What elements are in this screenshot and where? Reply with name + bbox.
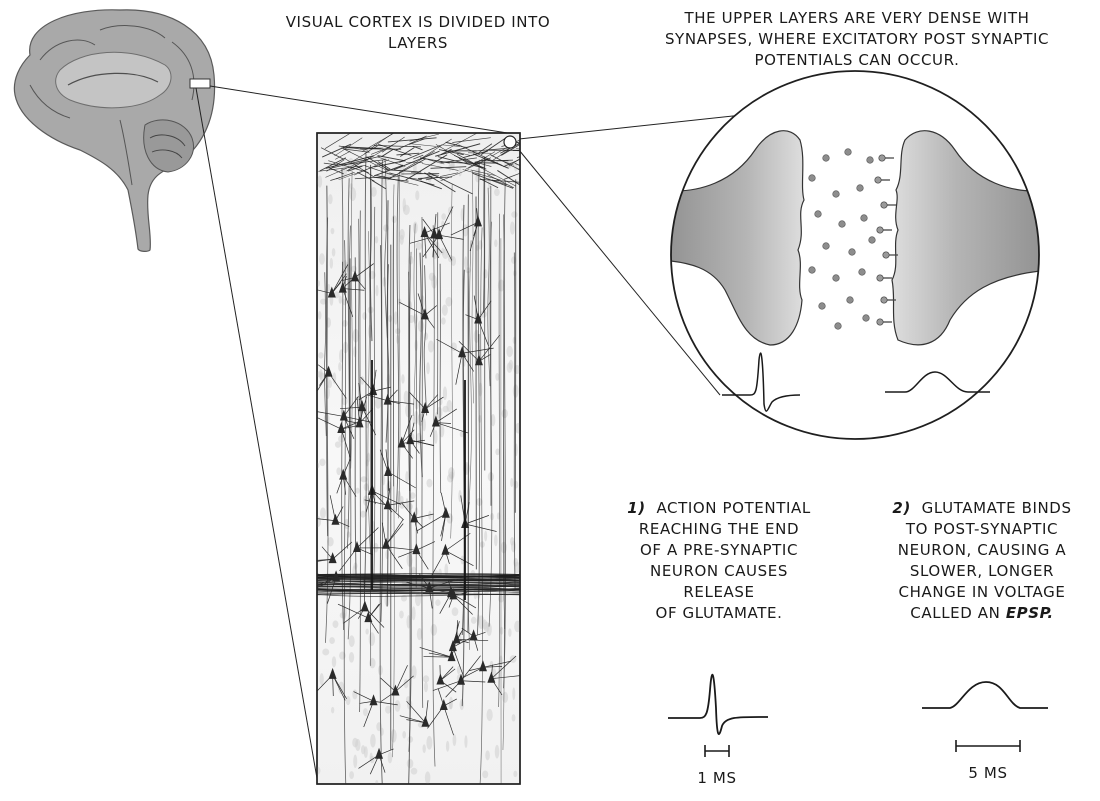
epsp-trace bbox=[922, 681, 1048, 709]
step-1-line-1-text: Action potential bbox=[656, 499, 811, 517]
cortex-layers-column bbox=[316, 132, 521, 785]
connector-lines bbox=[195, 85, 771, 785]
step-2-line-5: change in voltage bbox=[898, 583, 1066, 601]
action-potential-trace bbox=[668, 674, 769, 735]
step-1-line-3: of a pre-synaptic bbox=[639, 541, 799, 559]
zoom-epsp-trace bbox=[885, 371, 990, 393]
scale-bar-1ms bbox=[704, 745, 730, 757]
step-1-number: 1) bbox=[627, 499, 646, 517]
step-1-line-6: of glutamate. bbox=[655, 604, 783, 622]
presynaptic-terminal bbox=[671, 130, 805, 346]
zoom-action-potential-trace bbox=[722, 352, 801, 412]
upper-layers-note: The upper layers are very dense with syn… bbox=[664, 9, 1050, 69]
step-2-number: 2) bbox=[892, 499, 911, 517]
magnify-marker bbox=[503, 135, 517, 149]
step-1-line-2: reaching the end bbox=[638, 520, 800, 538]
step-1-line-5: release bbox=[683, 583, 755, 601]
brain-illustration bbox=[13, 9, 216, 252]
scale-bar-5ms bbox=[955, 740, 1021, 752]
step-1-line-4: neuron causes bbox=[650, 562, 788, 580]
scale-label-1ms: 1 ms bbox=[697, 769, 737, 787]
step-2-line-4: slower, longer bbox=[909, 562, 1055, 580]
cortex-title: Visual cortex is divided into layers bbox=[285, 13, 551, 52]
step-2-line-1-text: Glutamate binds bbox=[921, 499, 1072, 517]
step-2-line-3: neuron, causing a bbox=[897, 541, 1067, 559]
step-2-line-1: 2) Glutamate binds bbox=[866, 498, 1098, 519]
step-2-line-2: to post-synaptic bbox=[905, 520, 1059, 538]
synapse-zoom-circle bbox=[670, 70, 1040, 440]
step-2-line-6: called an EPSP. bbox=[866, 603, 1098, 624]
epsp-emphasis: EPSP. bbox=[1005, 604, 1054, 622]
step-1-line-1: 1) Action potential bbox=[604, 498, 834, 519]
postsynaptic-terminal bbox=[891, 130, 1039, 346]
step-1-caption: 1) Action potential reaching the end of … bbox=[604, 498, 834, 624]
step-2-caption: 2) Glutamate binds to post-synaptic neur… bbox=[866, 498, 1098, 624]
step-2-line-6-prefix: called an bbox=[910, 604, 1001, 622]
scale-label-5ms: 5 ms bbox=[968, 764, 1008, 782]
